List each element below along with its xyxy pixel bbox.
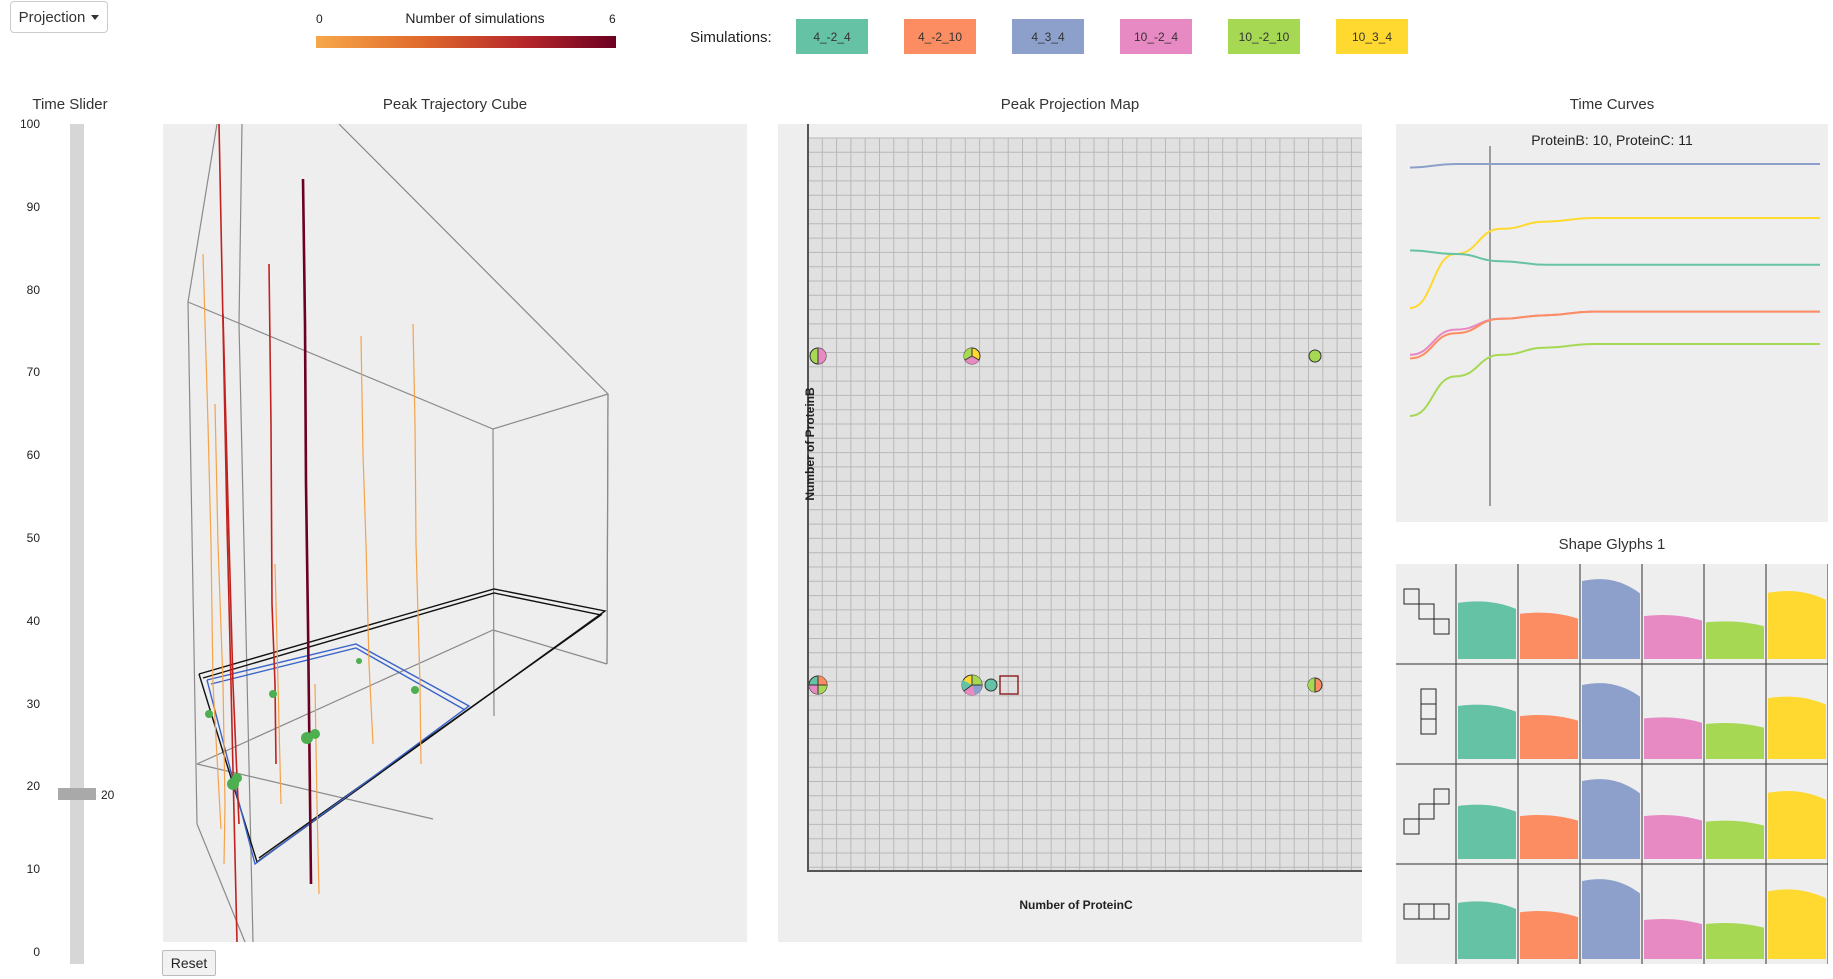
projection-map-canvas[interactable]	[778, 124, 1362, 942]
shape-glyph-area[interactable]	[1520, 815, 1578, 859]
trajectory-cube-canvas[interactable]	[163, 123, 747, 943]
shape-glyph-area[interactable]	[1768, 791, 1826, 859]
time-curves-svg	[1409, 146, 1820, 506]
time-curves-canvas[interactable]: ProteinB: 10, ProteinC: 11	[1396, 124, 1828, 522]
shape-glyph-area[interactable]	[1644, 815, 1702, 859]
shape-glyph-area[interactable]	[1520, 911, 1578, 959]
shape-glyphs-svg	[1396, 564, 1829, 964]
shape-glyph-area[interactable]	[1458, 704, 1516, 759]
shape-glyph-area[interactable]	[1706, 820, 1764, 859]
slider-tick-label: 20	[26, 779, 40, 794]
shape-glyph-area[interactable]	[1644, 717, 1702, 759]
simulation-swatch[interactable]: 4_-2_10	[904, 19, 976, 54]
simulation-swatch[interactable]: 10_-2_4	[1120, 19, 1192, 54]
legend-title: Number of simulations	[405, 10, 545, 26]
time-slider-track[interactable]	[70, 124, 84, 964]
chevron-down-icon	[91, 14, 100, 20]
shape-glyph-area[interactable]	[1706, 621, 1764, 659]
shape-glyph-area[interactable]	[1644, 615, 1702, 659]
shape-glyph-area[interactable]	[1458, 901, 1516, 959]
slider-tick-label: 90	[26, 199, 40, 214]
horizontal-bar-icon	[1403, 903, 1450, 920]
simulation-swatch[interactable]: 4_3_4	[1012, 19, 1084, 54]
projection-map-xlabel: Number of ProteinC	[1019, 898, 1133, 912]
time-curve-line	[1409, 343, 1820, 417]
time-curve-line	[1409, 310, 1820, 360]
shape-glyph-area[interactable]	[1582, 579, 1640, 659]
pie-glyph[interactable]	[963, 347, 981, 365]
slider-tick-label: 50	[26, 531, 40, 545]
slider-tick-label: 80	[26, 282, 40, 297]
shape-glyph-area[interactable]	[1458, 601, 1516, 659]
shape-glyphs-title: Shape Glyphs 1	[1558, 536, 1666, 553]
shape-glyph-area[interactable]	[1582, 779, 1640, 859]
projection-map-ylabel: Number of ProteinB	[803, 387, 817, 501]
pie-glyph[interactable]	[961, 674, 983, 696]
pie-glyph[interactable]	[1308, 349, 1322, 363]
projection-dropdown[interactable]: Projection	[10, 1, 108, 33]
shape-glyph-area[interactable]	[1768, 591, 1826, 659]
shape-glyphs-canvas[interactable]	[1396, 564, 1829, 964]
shape-glyph-area[interactable]	[1458, 804, 1516, 859]
projection-label: Projection	[18, 8, 86, 26]
simulation-swatch[interactable]: 4_-2_4	[796, 19, 868, 54]
projection-map-title: Peak Projection Map	[1000, 96, 1140, 113]
shape-glyph-area[interactable]	[1582, 879, 1640, 959]
simulation-swatch[interactable]: 10_3_4	[1336, 19, 1408, 54]
cube-title: Peak Trajectory Cube	[382, 96, 528, 113]
shape-glyph-area[interactable]	[1768, 696, 1826, 759]
shape-glyph-area[interactable]	[1706, 923, 1764, 959]
staircase-down-icon	[1403, 588, 1450, 635]
time-slider-title: Time Slider	[32, 96, 108, 113]
time-slider-value: 20	[101, 788, 115, 802]
time-curve-line	[1409, 249, 1820, 266]
simulations-label: Simulations:	[690, 29, 772, 46]
shape-glyph-area[interactable]	[1644, 919, 1702, 959]
trajectory-cube-svg	[187, 123, 609, 943]
legend-max: 6	[609, 12, 616, 26]
shape-glyph-area[interactable]	[1520, 612, 1578, 659]
time-curves-title: Time Curves	[1569, 96, 1655, 113]
slider-tick-label: 30	[26, 696, 40, 711]
projection-map-svg	[807, 124, 1362, 872]
slider-tick-label: 70	[26, 365, 40, 380]
time-curve-line	[1409, 217, 1820, 309]
shape-glyph-area[interactable]	[1706, 723, 1764, 759]
shape-glyph-area[interactable]	[1520, 715, 1578, 759]
legend-min: 0	[316, 12, 323, 26]
time-curve-line	[1409, 310, 1820, 356]
slider-tick-label: 60	[26, 448, 40, 463]
time-slider-handle[interactable]	[58, 788, 96, 800]
slider-tick-label: 40	[26, 613, 40, 628]
selected-cell-marker[interactable]	[999, 675, 1019, 695]
shape-glyph-area[interactable]	[1768, 889, 1826, 959]
legend-gradient	[316, 36, 616, 48]
simulation-swatch[interactable]: 10_-2_10	[1228, 19, 1300, 54]
slider-tick-label: 0	[33, 945, 40, 959]
slider-tick-label: 10	[26, 862, 40, 877]
pie-glyph[interactable]	[809, 347, 827, 365]
pie-glyph[interactable]	[984, 678, 998, 692]
reset-button[interactable]: Reset	[162, 950, 216, 976]
time-curve-line	[1409, 163, 1820, 169]
vertical-bar-icon	[1420, 688, 1437, 735]
shape-glyph-area[interactable]	[1582, 683, 1640, 759]
pie-glyph[interactable]	[1307, 677, 1323, 693]
time-curves-subtitle: ProteinB: 10, ProteinC: 11	[1531, 132, 1693, 148]
staircase-up-icon	[1403, 788, 1450, 835]
pie-glyph[interactable]	[808, 675, 828, 695]
slider-tick-label: 100	[19, 117, 40, 131]
